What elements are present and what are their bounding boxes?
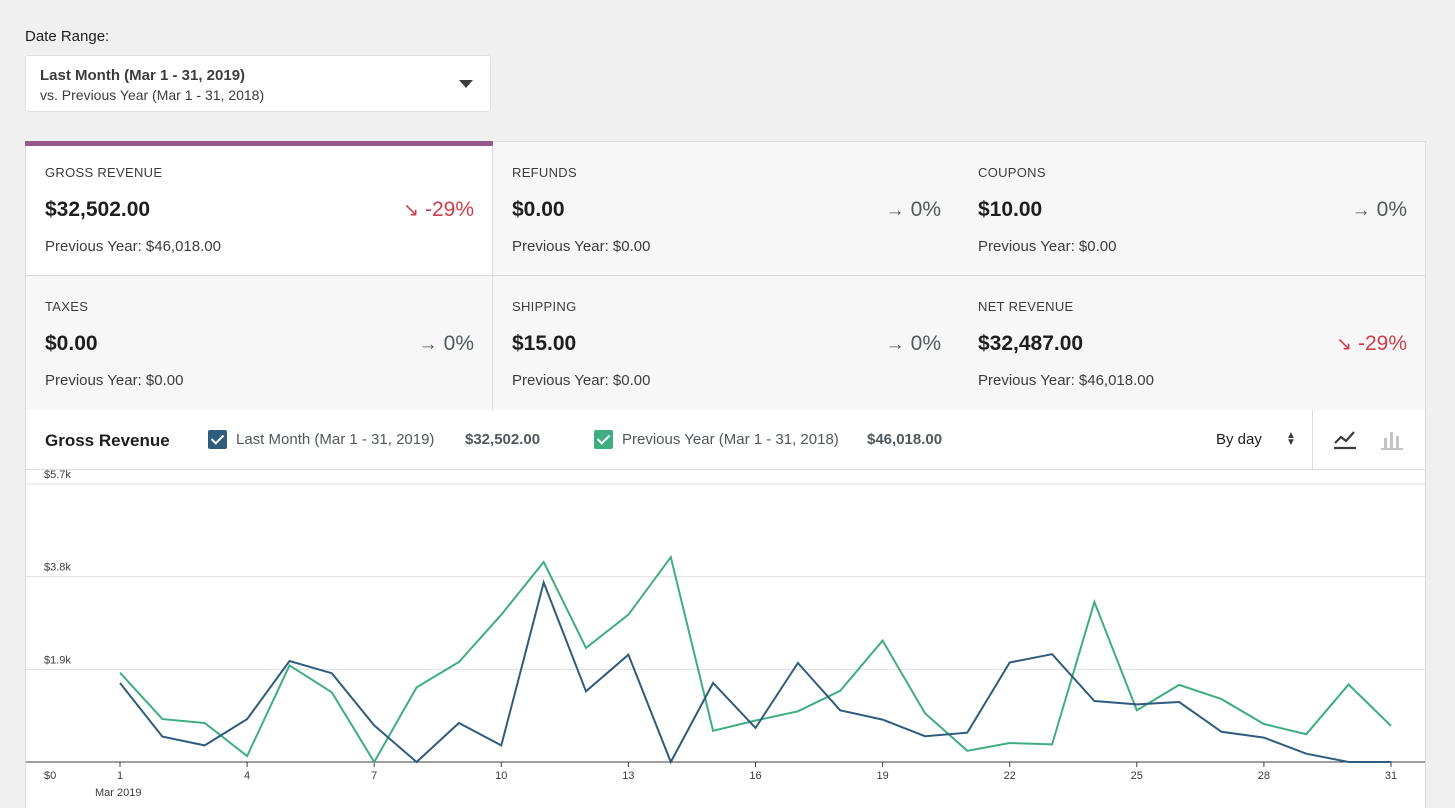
y-tick-label: $1.9k — [44, 654, 71, 666]
summary-value: $0.00 — [45, 332, 98, 355]
summary-delta-value: 0% — [1376, 198, 1407, 221]
legend-item-previous-year[interactable]: Previous Year (Mar 1 - 31, 2018) $46,018… — [594, 430, 964, 450]
line-chart: $0 $1.9k $3.8k $5.7k 1 4 7 10 13 16 19 22 25 28 31 Mar … — [26, 470, 1425, 799]
summary-tile-net-revenue[interactable]: NET REVENUE $32,487.00 ↘ -29% Previous Ye… — [959, 276, 1425, 410]
sort-updown-icon: ▲ ▼ — [1286, 430, 1296, 448]
summary-previous: Previous Year: $46,018.00 — [978, 372, 1154, 389]
summary-value: $32,487.00 — [978, 332, 1084, 355]
summary-tile-taxes[interactable]: TAXES $0.00 → 0% Previous Year: $0.00 — [26, 276, 493, 410]
date-range-select[interactable]: Last Month (Mar 1 - 31, 2019) vs. Previo… — [25, 55, 491, 112]
interval-label: By day — [1216, 431, 1262, 448]
summary-delta-value: 0% — [910, 198, 941, 221]
summary-value: $10.00 — [978, 198, 1043, 221]
legend-item-last-month[interactable]: Last Month (Mar 1 - 31, 2019) $32,502.00 — [208, 430, 548, 450]
arrow-right-icon: → — [885, 334, 905, 355]
x-tick-label: 4 — [244, 770, 250, 782]
x-tick-label: 13 — [622, 770, 634, 782]
summary-delta: → 0% — [886, 198, 941, 222]
x-tick-label: 28 — [1258, 770, 1270, 782]
summary-previous: Previous Year: $0.00 — [978, 238, 1117, 255]
x-tick-label: 16 — [749, 770, 761, 782]
series-line — [119, 554, 1392, 764]
summary-numbers: GROSS REVENUE $32,502.00 ↘ -29% Previous … — [25, 141, 1426, 410]
legend-label: Last Month (Mar 1 - 31, 2019) — [236, 431, 435, 448]
date-range-secondary: vs. Previous Year (Mar 1 - 31, 2018) — [40, 87, 265, 103]
arrow-down-right-icon: ↘ — [1336, 334, 1352, 355]
arrow-right-icon: → — [1351, 200, 1371, 221]
x-tick-label: 7 — [371, 770, 377, 782]
arrow-right-icon: → — [885, 200, 905, 221]
x-tick-label: 10 — [495, 770, 507, 782]
chart-card: Gross Revenue Last Month (Mar 1 - 31, 20… — [25, 410, 1426, 808]
summary-previous: Previous Year: $0.00 — [45, 372, 184, 389]
summary-previous: Previous Year: $0.00 — [512, 238, 651, 255]
x-tick-label: 31 — [1385, 770, 1397, 782]
summary-delta-value: -29% — [1357, 332, 1407, 355]
summary-previous: Previous Year: $0.00 — [512, 372, 651, 389]
line-chart-button[interactable] — [1331, 426, 1359, 454]
arrow-right-icon: → — [418, 334, 438, 355]
summary-previous: Previous Year: $46,018.00 — [45, 238, 221, 255]
summary-delta-value: 0% — [910, 332, 941, 355]
chart-title: Gross Revenue — [45, 431, 170, 450]
summary-delta: → 0% — [886, 332, 941, 356]
x-tick-label: 22 — [1004, 770, 1016, 782]
bar-chart-icon — [1381, 432, 1403, 450]
x-sublabel: Mar 2019 — [95, 787, 141, 799]
summary-value: $15.00 — [512, 332, 577, 355]
interval-select[interactable]: By day ▲ ▼ — [1216, 431, 1296, 449]
summary-delta-value: 0% — [443, 332, 474, 355]
x-tick-label: 19 — [876, 770, 888, 782]
chart-header: Gross Revenue Last Month (Mar 1 - 31, 20… — [26, 410, 1425, 470]
y-tick-label: $0 — [44, 770, 56, 782]
date-range-label: Date Range: — [25, 28, 110, 45]
summary-delta: → 0% — [1352, 198, 1407, 222]
header-divider — [1312, 410, 1313, 470]
legend-total: $32,502.00 — [465, 431, 541, 448]
bar-chart-button[interactable] — [1378, 426, 1406, 454]
summary-value: $32,502.00 — [45, 198, 151, 221]
summary-label: SHIPPING — [512, 299, 577, 314]
date-range-primary: Last Month (Mar 1 - 31, 2019) — [40, 67, 246, 84]
summary-tile-gross-revenue[interactable]: GROSS REVENUE $32,502.00 ↘ -29% Previous … — [25, 141, 493, 276]
caret-down-icon — [459, 80, 473, 88]
legend-total: $46,018.00 — [867, 431, 943, 448]
summary-label: COUPONS — [978, 165, 1046, 180]
checkbox-checked-icon[interactable] — [208, 430, 227, 449]
summary-label: NET REVENUE — [978, 299, 1074, 314]
summary-tile-shipping[interactable]: SHIPPING $15.00 → 0% Previous Year: $0.00 — [493, 276, 960, 410]
summary-tile-refunds[interactable]: REFUNDS $0.00 → 0% Previous Year: $0.00 — [493, 142, 960, 276]
arrow-down-right-icon: ↘ — [403, 200, 419, 221]
summary-tile-coupons[interactable]: COUPONS $10.00 → 0% Previous Year: $0.00 — [959, 142, 1425, 276]
y-tick-label: $3.8k — [44, 562, 71, 574]
summary-delta: ↘ -29% — [403, 198, 474, 222]
summary-delta: → 0% — [419, 332, 474, 356]
series-line — [119, 579, 1391, 765]
summary-delta: ↘ -29% — [1336, 332, 1407, 356]
y-tick-label: $5.7k — [44, 470, 71, 481]
line-chart-icon — [1334, 431, 1356, 450]
summary-label: TAXES — [45, 299, 89, 314]
checkbox-checked-icon[interactable] — [594, 430, 613, 449]
summary-delta-value: -29% — [424, 198, 474, 221]
summary-label: REFUNDS — [512, 165, 577, 180]
x-tick-label: 25 — [1131, 770, 1143, 782]
summary-label: GROSS REVENUE — [45, 165, 163, 180]
summary-value: $0.00 — [512, 198, 565, 221]
x-tick-label: 1 — [117, 770, 123, 782]
legend-label: Previous Year (Mar 1 - 31, 2018) — [622, 431, 839, 448]
gross-revenue-chart: $0 $1.9k $3.8k $5.7k 1 4 7 10 13 16 19 22 25 28 31 Mar … — [26, 470, 1425, 808]
